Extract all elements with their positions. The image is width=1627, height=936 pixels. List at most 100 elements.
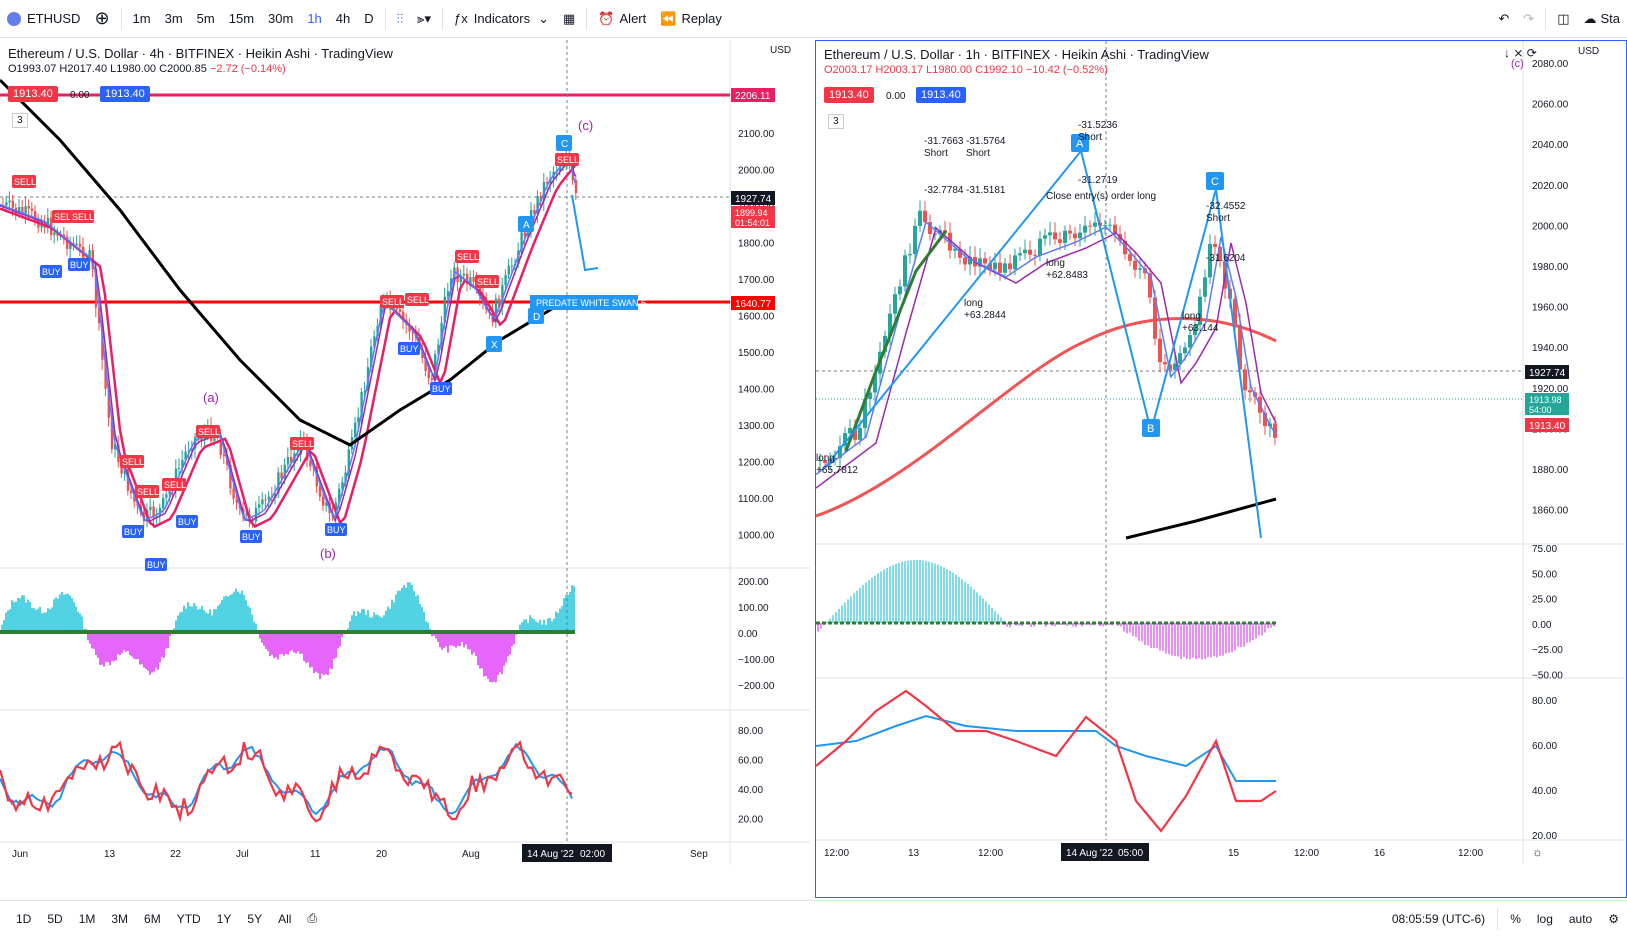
range-5y[interactable]: 5Y [247, 911, 263, 926]
sell-badge-text: SELL [457, 252, 479, 262]
settings-gear-icon[interactable]: ⚙ [1608, 911, 1619, 926]
candle-body [918, 210, 922, 226]
interval-30m[interactable]: 30m [268, 11, 294, 26]
buy-badge-text: BUY [70, 260, 89, 270]
pattern-point-d: D [533, 312, 540, 323]
candle-body [446, 291, 450, 297]
date-range-icon[interactable]: ⎙ [307, 911, 318, 925]
pattern-label: PREDATE WHITE SWAN 6 [536, 298, 646, 308]
left-cursor-time: 14 Aug '22 [527, 849, 574, 860]
pattern-point-bg [528, 308, 544, 324]
buy-badge [325, 523, 347, 536]
interval-5m[interactable]: 5m [196, 11, 215, 26]
candle-body [1088, 225, 1092, 227]
left-time-label: 11 [310, 849, 321, 860]
percent-toggle[interactable]: % [1510, 911, 1521, 926]
right-change: −10.42 (−0.52%) [1025, 64, 1108, 76]
candle-body [1163, 362, 1167, 365]
interval-1h[interactable]: 1h [307, 11, 322, 26]
line-top-tag: 2206.11 [735, 91, 771, 102]
left-buy-button[interactable]: 1913.40 [100, 86, 150, 102]
right-cursor-time: 14 Aug '22 [1066, 848, 1113, 859]
right-chart-canvas[interactable]: 2080.00 2060.00 2040.00 2020.00 2000.00 1980.… [816, 41, 1625, 896]
right-currency[interactable]: USD [1578, 46, 1600, 57]
candle-body [1078, 232, 1082, 239]
ma-blue-line [816, 220, 1277, 476]
right-time-label: 12:00 [978, 848, 1003, 859]
right-indicator-count[interactable]: 3 [828, 114, 844, 129]
wave-c-label: (c) [578, 118, 593, 133]
candle-body [1103, 225, 1107, 227]
interval-1m[interactable]: 1m [132, 11, 151, 26]
left-sell-button[interactable]: 1913.40 [8, 86, 58, 102]
right-price-label: 1860.00 [1532, 506, 1569, 517]
cloud-icon: ☁ [1583, 10, 1597, 26]
candle-body [1008, 263, 1012, 270]
range-6m[interactable]: 6M [144, 911, 161, 926]
left-indicator-count[interactable]: 3 [12, 113, 28, 128]
log-toggle[interactable]: log [1536, 911, 1553, 926]
candle-body [56, 232, 59, 236]
indicators-button[interactable]: ƒx Indicators ⌄ [447, 0, 556, 38]
candle-body [78, 243, 82, 247]
candle-body [1023, 249, 1027, 254]
buy-badge [398, 342, 420, 355]
compare-add-icon[interactable]: ⊕ [94, 8, 110, 28]
range-1m[interactable]: 1M [78, 911, 96, 926]
candle-style-icon[interactable]: ⫸▾ [417, 10, 432, 26]
trade-annotation: -31.6204 [1206, 253, 1246, 264]
candle-body [1248, 390, 1252, 393]
alert-label: Alert [619, 11, 647, 26]
symbol-search[interactable]: ETHUSD [0, 0, 87, 38]
layouts-icon[interactable]: ▦ [563, 10, 576, 26]
candle-body [1193, 325, 1197, 336]
right-buy-button[interactable]: 1913.40 [916, 87, 966, 103]
range-1d[interactable]: 1D [16, 911, 32, 926]
candle-body [245, 514, 248, 516]
clock-readout[interactable]: 08:05:59 (UTC-6) [1391, 911, 1486, 926]
publish-button[interactable]: ☁ Sta [1576, 0, 1627, 38]
candle-body [1153, 297, 1157, 339]
trade-annotation: Short [924, 148, 948, 159]
candle-body [168, 489, 171, 495]
range-1y[interactable]: 1Y [216, 911, 232, 926]
interval-3m[interactable]: 3m [164, 11, 183, 26]
pattern-point-bg [518, 216, 534, 232]
sell-badge-text: SELL [164, 480, 186, 490]
candle-body [494, 298, 498, 323]
range-5d[interactable]: 5D [47, 911, 63, 926]
left-chart-pane[interactable]: 2100.002000.001900.001800.001700.001600.… [0, 40, 810, 898]
candle-body [903, 255, 907, 287]
range-ytd[interactable]: YTD [176, 911, 201, 926]
bar-style-icon[interactable]: ⫶⫶ [396, 10, 404, 26]
right-chart-pane[interactable]: 2080.00 2060.00 2040.00 2020.00 2000.00 1980.… [815, 40, 1627, 898]
range-all[interactable]: All [278, 911, 292, 926]
left-chart-legend: Ethereum / U.S. Dollar · 4h · BITFINEX ·… [8, 46, 393, 75]
alert-button[interactable]: ⏰ Alert [591, 0, 653, 38]
candle-body [325, 502, 328, 506]
candle-body [536, 196, 539, 214]
left-currency[interactable]: USD [770, 45, 792, 56]
redo-icon[interactable]: ↷ [1523, 10, 1535, 26]
interval-15m[interactable]: 15m [228, 11, 255, 26]
sell-badge [455, 250, 479, 263]
candle-body [898, 286, 902, 295]
left-chart-title: Ethereum / U.S. Dollar · 4h · BITFINEX ·… [8, 46, 393, 61]
range-3m[interactable]: 3M [111, 911, 129, 926]
interval-D[interactable]: D [364, 11, 374, 26]
undo-icon[interactable]: ↶ [1498, 10, 1510, 26]
right-sell-button[interactable]: 1913.40 [824, 87, 874, 103]
interval-4h[interactable]: 4h [335, 11, 351, 26]
buy-badge-text: BUY [42, 267, 61, 277]
replay-button[interactable]: ⏪ Replay [653, 0, 729, 38]
candle-body [1013, 255, 1017, 270]
auto-toggle[interactable]: auto [1568, 911, 1593, 926]
layout-split-icon[interactable]: ◫ [1557, 10, 1570, 26]
candle-body [520, 232, 523, 251]
right-price-label: 2000.00 [1532, 221, 1569, 232]
sell-badge-text: SELL [14, 177, 36, 187]
candle-body [277, 472, 280, 494]
pane-collapse-icon[interactable]: ↓ ⨯ ⟳ [1504, 46, 1537, 60]
left-chart-canvas[interactable]: 2100.002000.001900.001800.001700.001600.… [0, 40, 810, 898]
candle-body [1063, 230, 1067, 243]
